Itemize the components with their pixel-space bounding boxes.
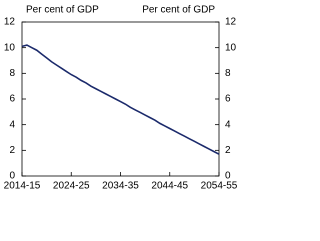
y2-tick-label: 8	[225, 68, 231, 79]
y-tick-label: 2	[9, 145, 15, 156]
x-tick-label: 2044-45	[151, 181, 188, 192]
y2-tick-label: 4	[225, 119, 231, 130]
chart: Per cent of GDP Per cent of GDP 0 2 4 6 8 10 1…	[4, 5, 238, 192]
y-tick-label: 10	[4, 42, 16, 53]
x-tick-label: 2054-55	[201, 181, 238, 192]
y2-tick-label: 6	[225, 94, 231, 105]
x-tick-label: 2024-25	[53, 181, 90, 192]
y-tick-label: 12	[4, 17, 16, 28]
y-tick-label: 8	[9, 68, 15, 79]
y2-tick-label: 10	[225, 42, 237, 53]
y-axis-title: Per cent of GDP	[26, 5, 99, 16]
y-tick-label: 6	[9, 94, 15, 105]
y2-tick-label: 12	[225, 17, 237, 28]
y2-tick-label: 2	[225, 145, 231, 156]
x-tick-label: 2014-15	[4, 181, 41, 192]
y-tick-label: 0	[9, 171, 15, 182]
y2-axis-title: Per cent of GDP	[142, 5, 215, 16]
y-tick-label: 4	[9, 119, 15, 130]
data-line	[21, 44, 220, 155]
x-tick-label: 2034-35	[102, 181, 139, 192]
plot-frame	[21, 21, 220, 177]
y2-tick-label: 0	[225, 171, 231, 182]
